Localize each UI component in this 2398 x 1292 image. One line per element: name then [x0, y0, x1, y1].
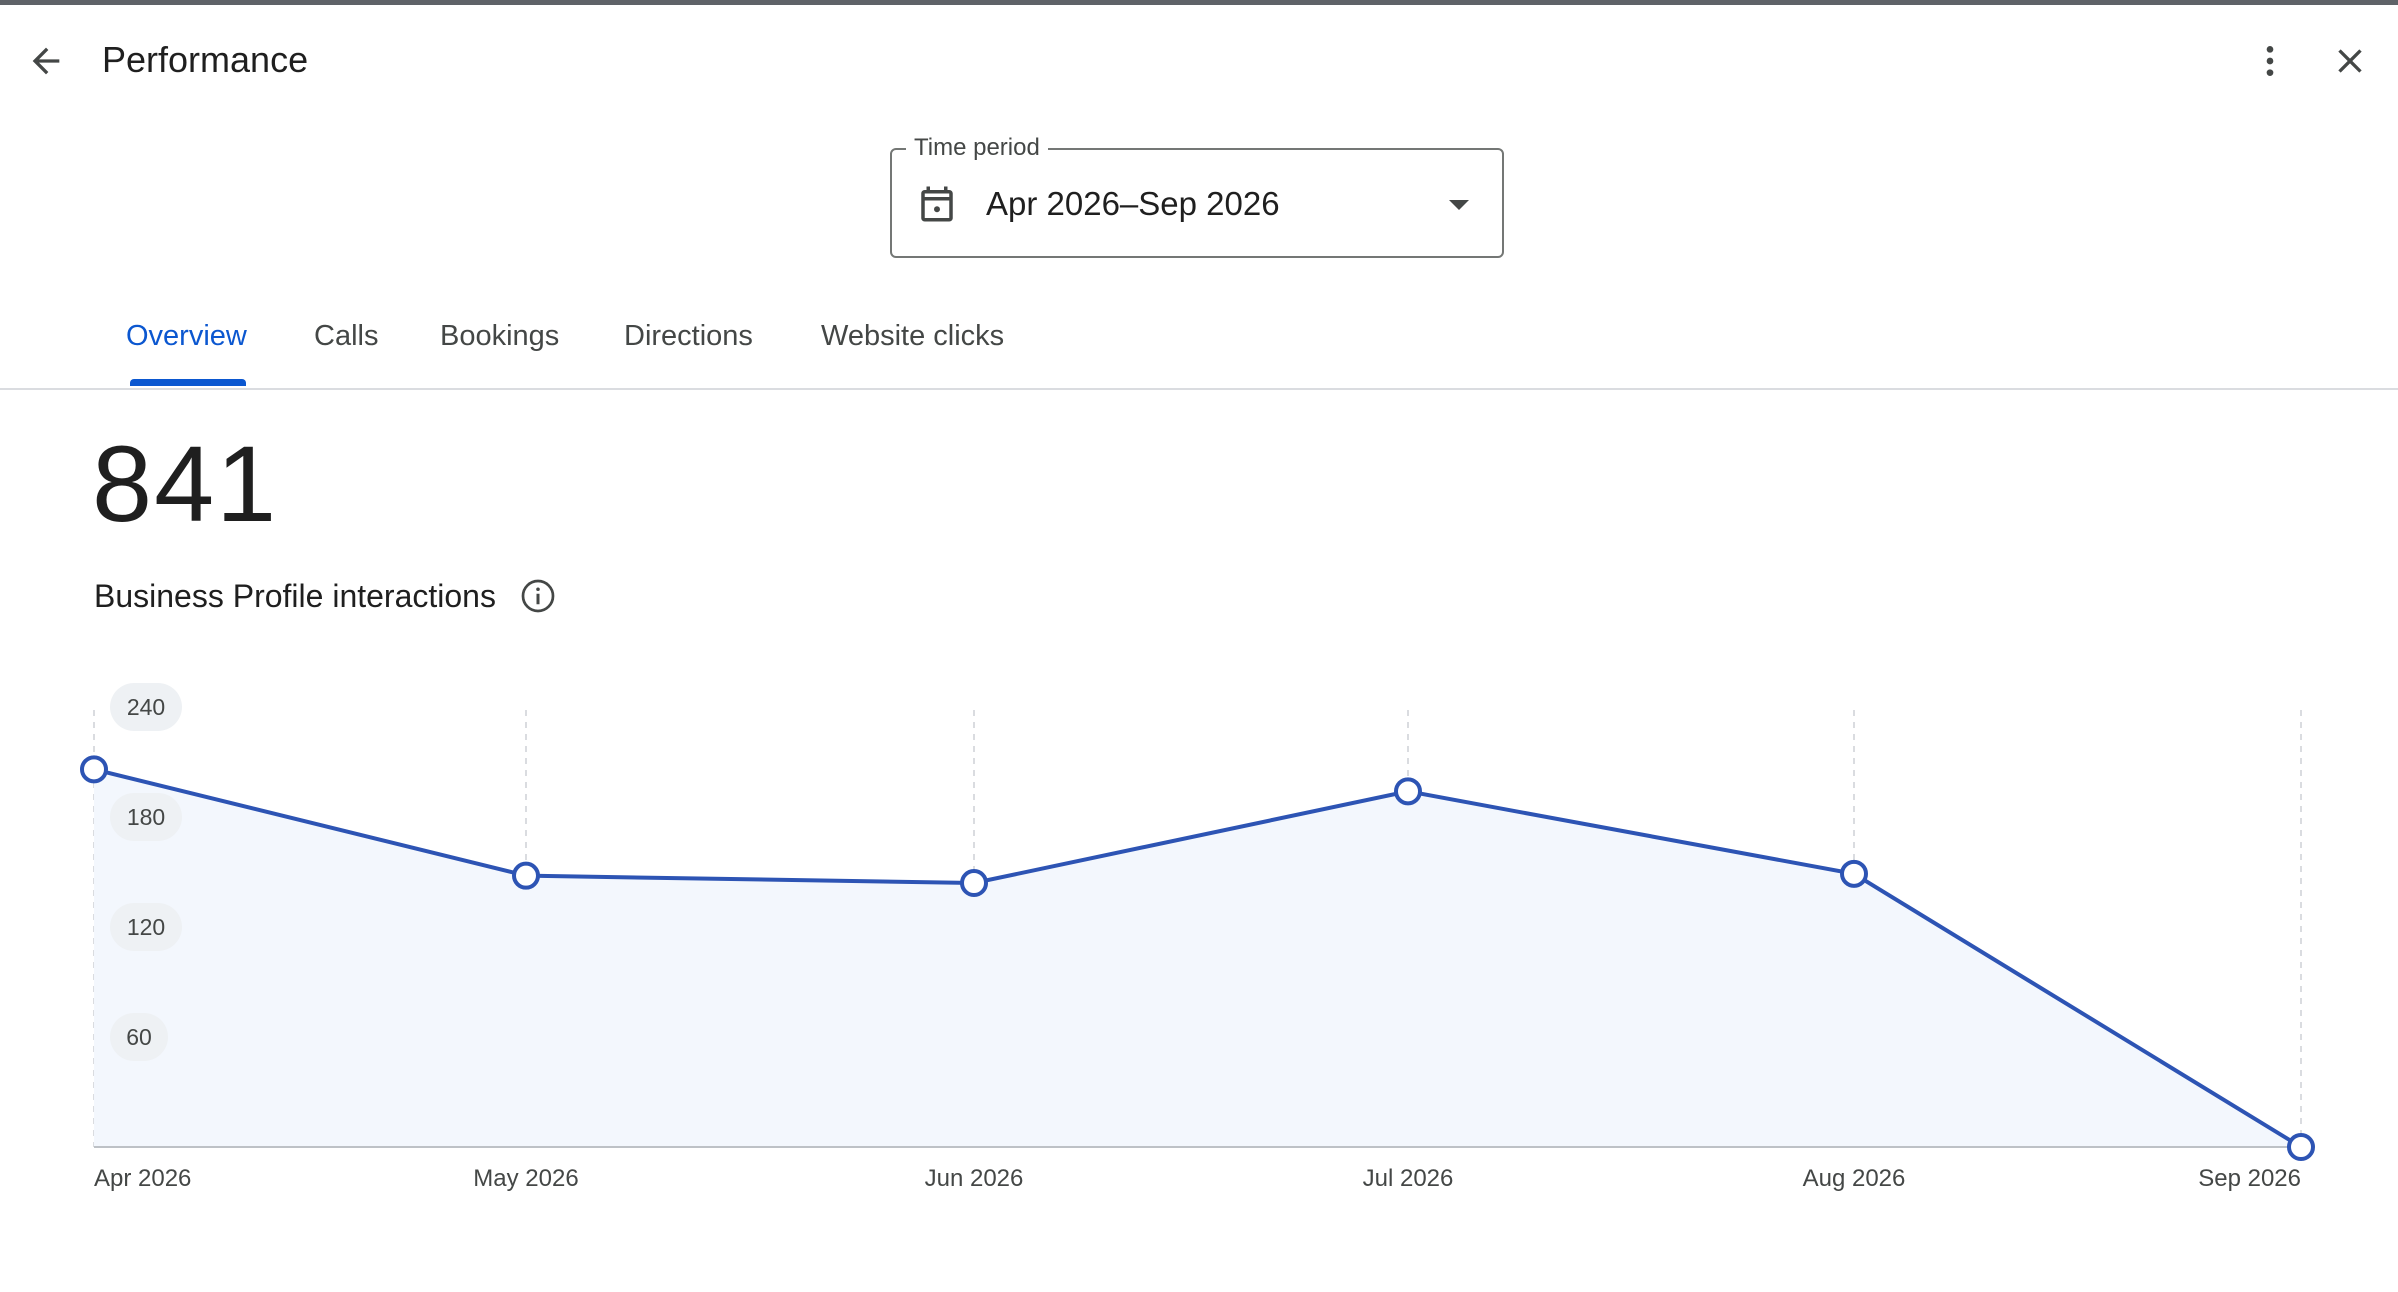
data-point-may-2026[interactable]	[512, 861, 540, 890]
x-axis-label: May 2026	[473, 1165, 578, 1192]
y-tick-chip	[110, 903, 182, 951]
x-axis-label: Jun 2026	[925, 1165, 1024, 1192]
tab-bar: Overview Calls Bookings Directions Websi…	[0, 290, 2398, 390]
time-period-select[interactable]: Time period Apr 2026–Sep 2026	[890, 134, 1504, 258]
calendar-icon	[921, 186, 953, 222]
tab-calls[interactable]: Calls	[314, 320, 379, 352]
info-icon[interactable]	[520, 578, 556, 614]
more-options-button[interactable]	[2238, 29, 2302, 93]
y-tick-label: 180	[127, 804, 165, 830]
series-area	[94, 769, 2301, 1147]
y-tick-label: 60	[126, 1024, 152, 1050]
total-interactions-value: 841	[92, 423, 279, 544]
x-axis-label: Jul 2026	[1363, 1165, 1454, 1192]
more-vert-icon	[2266, 46, 2274, 76]
data-points	[80, 755, 2315, 1161]
data-point-apr-2026[interactable]	[80, 755, 108, 784]
data-point-jun-2026[interactable]	[960, 869, 988, 897]
data-point-sep-2026[interactable]	[2287, 1133, 2315, 1161]
header: Performance	[0, 5, 2398, 115]
x-axis-label: Aug 2026	[1803, 1165, 1906, 1192]
tab-bookings[interactable]: Bookings	[440, 320, 560, 352]
close-icon	[2338, 49, 2362, 73]
y-tick-label: 240	[127, 694, 165, 720]
tab-directions[interactable]: Directions	[624, 320, 753, 352]
x-axis-label: Sep 2026	[2198, 1165, 2301, 1192]
data-point-jul-2026[interactable]	[1394, 777, 1422, 806]
data-point-aug-2026[interactable]	[1840, 859, 1868, 888]
dropdown-arrow-icon	[1449, 200, 1469, 210]
y-tick-chip	[110, 793, 182, 841]
arrow-back-icon	[32, 47, 60, 75]
time-period-label: Time period	[906, 134, 1048, 162]
y-axis-ticks: 60 120 180 240	[110, 683, 182, 1061]
back-button[interactable]	[14, 29, 78, 93]
metric-label: Business Profile interactions	[94, 578, 496, 614]
close-button[interactable]	[2318, 29, 2382, 93]
x-axis-labels: Apr 2026 May 2026 Jun 2026 Jul 2026 Aug 2026…	[94, 1165, 2301, 1192]
x-axis-label: Apr 2026	[94, 1165, 191, 1192]
series-line	[93, 767, 2303, 1149]
y-tick-chip	[110, 683, 182, 731]
tab-website-clicks[interactable]: Website clicks	[821, 320, 1005, 352]
time-period-value: Apr 2026–Sep 2026	[986, 185, 1280, 222]
page-title: Performance	[102, 39, 309, 80]
active-tab-indicator	[130, 379, 246, 386]
y-tick-chip	[110, 1013, 168, 1061]
y-tick-label: 120	[127, 914, 165, 940]
interactions-chart: 60 120 180 240 Apr 2026 May 2026 Jun 2026 Jul …	[80, 683, 2315, 1192]
tab-overview[interactable]: Overview	[126, 320, 247, 352]
window-top-border	[0, 0, 2398, 5]
